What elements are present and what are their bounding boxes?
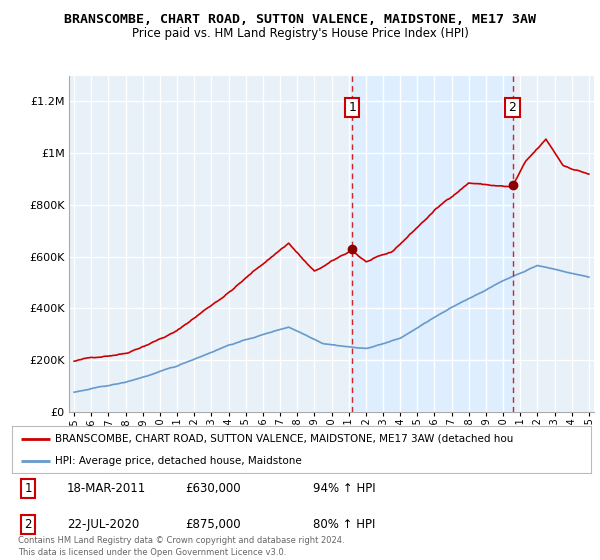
Text: 1: 1 [349, 101, 356, 114]
Text: 2: 2 [25, 518, 32, 531]
Bar [352, 76, 512, 412]
Text: Price paid vs. HM Land Registry's House Price Index (HPI): Price paid vs. HM Land Registry's House … [131, 27, 469, 40]
Text: HPI: Average price, detached house, Maidstone: HPI: Average price, detached house, Maid… [55, 456, 302, 466]
Text: £875,000: £875,000 [186, 518, 241, 531]
Text: BRANSCOMBE, CHART ROAD, SUTTON VALENCE, MAIDSTONE, ME17 3AW: BRANSCOMBE, CHART ROAD, SUTTON VALENCE, … [64, 13, 536, 26]
Text: Contains HM Land Registry data © Crown copyright and database right 2024.
This d: Contains HM Land Registry data © Crown c… [18, 536, 344, 557]
Text: 1: 1 [25, 482, 32, 495]
Text: 94% ↑ HPI: 94% ↑ HPI [313, 482, 376, 495]
Text: 80% ↑ HPI: 80% ↑ HPI [313, 518, 376, 531]
Text: 22-JUL-2020: 22-JUL-2020 [67, 518, 139, 531]
Text: 18-MAR-2011: 18-MAR-2011 [67, 482, 146, 495]
Text: 2: 2 [509, 101, 517, 114]
Text: £630,000: £630,000 [186, 482, 241, 495]
Text: BRANSCOMBE, CHART ROAD, SUTTON VALENCE, MAIDSTONE, ME17 3AW (detached hou: BRANSCOMBE, CHART ROAD, SUTTON VALENCE, … [55, 434, 514, 444]
